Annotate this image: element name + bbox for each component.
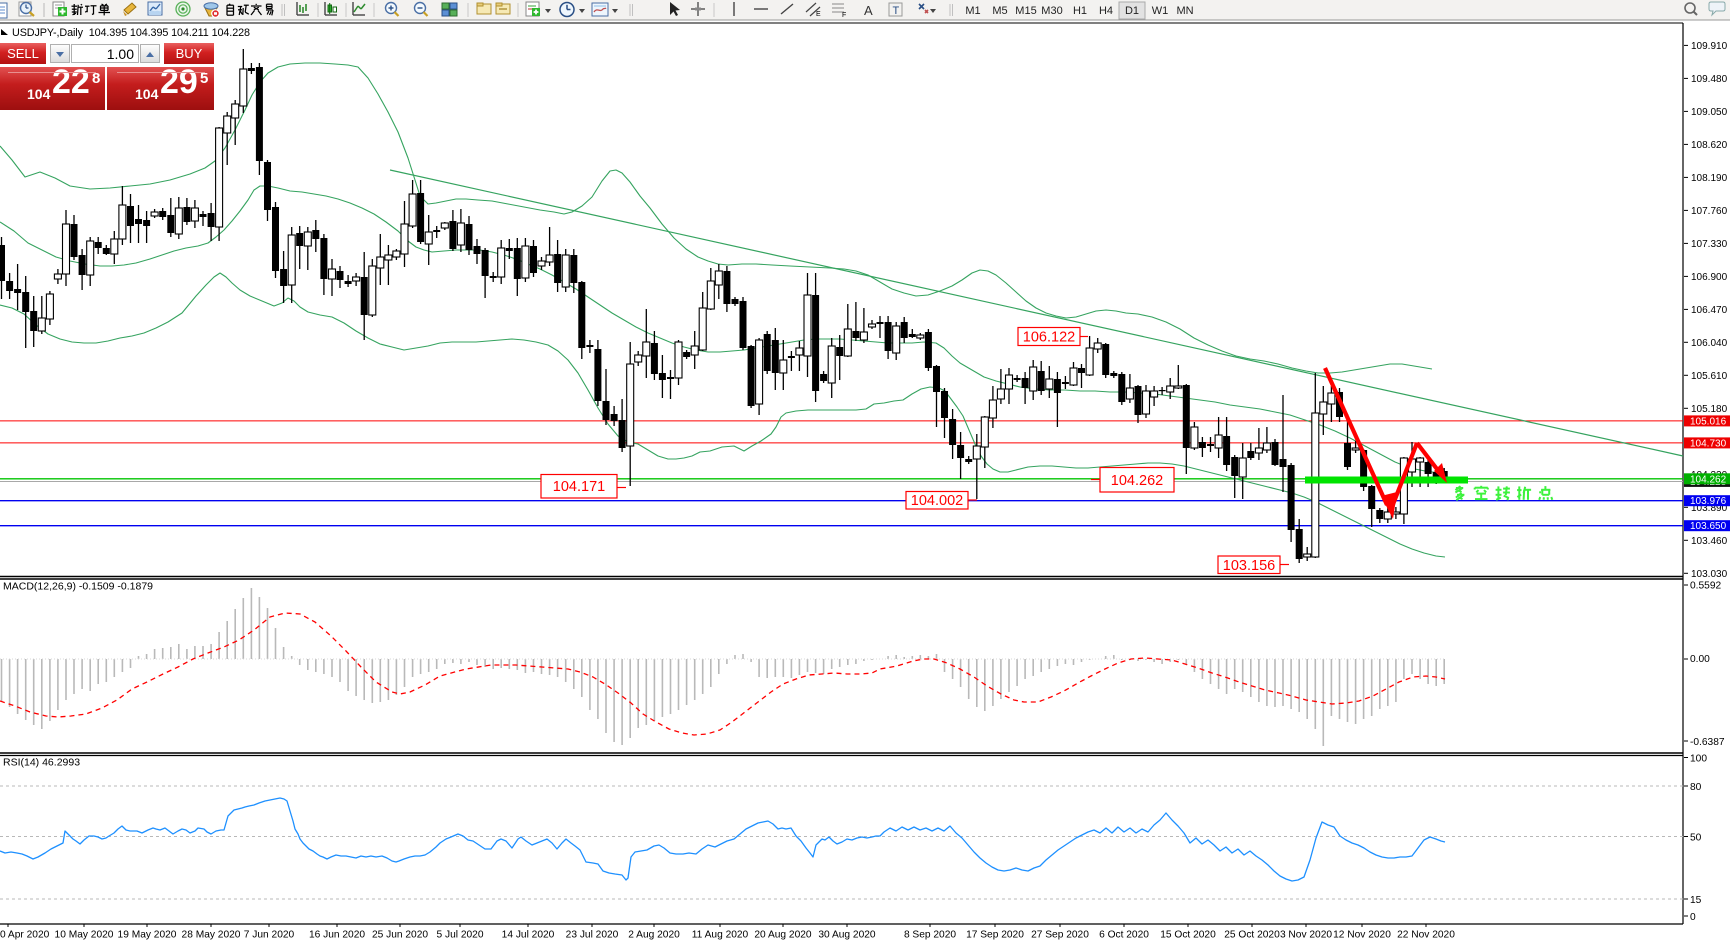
svg-text:MACD(12,26,9) -0.1509 -0.1879: MACD(12,26,9) -0.1509 -0.1879 [3,581,153,593]
svg-text:H4: H4 [1099,5,1113,17]
svg-text:7 Jun 2020: 7 Jun 2020 [244,930,295,941]
svg-text:M1: M1 [965,5,980,17]
svg-text:109.050: 109.050 [1691,107,1728,118]
svg-text:11 Aug 2020: 11 Aug 2020 [692,930,749,941]
svg-text:14 Jul 2020: 14 Jul 2020 [502,930,555,941]
svg-text:D1: D1 [1125,5,1139,17]
svg-text:107.330: 107.330 [1691,239,1728,250]
svg-text:6 Oct 2020: 6 Oct 2020 [1099,930,1149,941]
svg-text:H1: H1 [1073,5,1087,17]
svg-text:106.470: 106.470 [1691,305,1728,316]
svg-text:22 Nov 2020: 22 Nov 2020 [1397,930,1455,941]
svg-text:23 Jul 2020: 23 Jul 2020 [566,930,619,941]
svg-text:105.610: 105.610 [1691,371,1728,382]
svg-text:50: 50 [1690,832,1702,843]
svg-text:103.890: 103.890 [1691,503,1728,514]
svg-text:106.900: 106.900 [1691,272,1728,283]
svg-text:3 Nov 2020: 3 Nov 2020 [1280,930,1332,941]
svg-text:12 Nov 2020: 12 Nov 2020 [1333,930,1391,941]
svg-text:103.030: 103.030 [1691,569,1728,580]
svg-text:16 Jun 2020: 16 Jun 2020 [309,930,365,941]
svg-text:M15: M15 [1015,5,1036,17]
svg-text:17 Sep 2020: 17 Sep 2020 [966,930,1024,941]
svg-text:104.262: 104.262 [1111,473,1163,489]
svg-text:MN: MN [1176,5,1193,17]
svg-text:T: T [893,5,900,17]
svg-text:109.910: 109.910 [1691,41,1728,52]
svg-text:104.730: 104.730 [1690,438,1727,449]
svg-text:106.122: 106.122 [1023,330,1075,346]
svg-text:USDJPY-,Daily 104.395 104.395: USDJPY-,Daily 104.395 104.395 104.211 10… [12,27,250,39]
svg-text:RSI(14) 46.2993: RSI(14) 46.2993 [3,757,80,769]
svg-text:104.171: 104.171 [553,479,605,495]
svg-text:5 Jul 2020: 5 Jul 2020 [436,930,483,941]
svg-text:8 Sep 2020: 8 Sep 2020 [904,930,956,941]
svg-text:107.760: 107.760 [1691,206,1728,217]
svg-text:28 May 2020: 28 May 2020 [182,930,241,941]
svg-text:E: E [816,11,821,18]
svg-text:108.190: 108.190 [1691,173,1728,184]
svg-text:27 Sep 2020: 27 Sep 2020 [1031,930,1089,941]
svg-text:0 Apr 2020: 0 Apr 2020 [0,930,50,941]
svg-text:104.002: 104.002 [911,493,963,509]
svg-text:106.040: 106.040 [1691,338,1728,349]
svg-text:80: 80 [1690,782,1702,793]
svg-text:10 May 2020: 10 May 2020 [55,930,114,941]
svg-text:0: 0 [1690,912,1696,923]
svg-text:25 Jun 2020: 25 Jun 2020 [372,930,428,941]
svg-text:103.460: 103.460 [1691,536,1728,547]
svg-text:30 Aug 2020: 30 Aug 2020 [818,930,876,941]
svg-text:A: A [864,3,873,18]
svg-text:F: F [842,12,846,19]
svg-text:15 Oct 2020: 15 Oct 2020 [1160,930,1216,941]
svg-text:100: 100 [1690,753,1707,764]
svg-text:105.016: 105.016 [1690,416,1727,427]
svg-text:2 Aug 2020: 2 Aug 2020 [628,930,680,941]
svg-text:M30: M30 [1041,5,1062,17]
svg-text:103.650: 103.650 [1690,521,1727,532]
svg-text:103.156: 103.156 [1223,558,1275,574]
svg-text:19 May 2020: 19 May 2020 [118,930,177,941]
svg-text:105.180: 105.180 [1691,404,1728,415]
svg-text:W1: W1 [1152,5,1169,17]
svg-text:-0.6387: -0.6387 [1690,737,1725,748]
svg-text:0.00: 0.00 [1690,654,1710,665]
svg-text:20 Aug 2020: 20 Aug 2020 [754,930,812,941]
svg-text:109.480: 109.480 [1691,74,1728,85]
svg-text:15: 15 [1690,895,1702,906]
svg-text:108.620: 108.620 [1691,140,1728,151]
svg-text:M5: M5 [992,5,1007,17]
svg-text:0.5592: 0.5592 [1690,581,1721,592]
svg-text:25 Oct 2020: 25 Oct 2020 [1224,930,1280,941]
svg-text:104.262: 104.262 [1690,474,1727,485]
svg-text:103.976: 103.976 [1690,496,1727,507]
